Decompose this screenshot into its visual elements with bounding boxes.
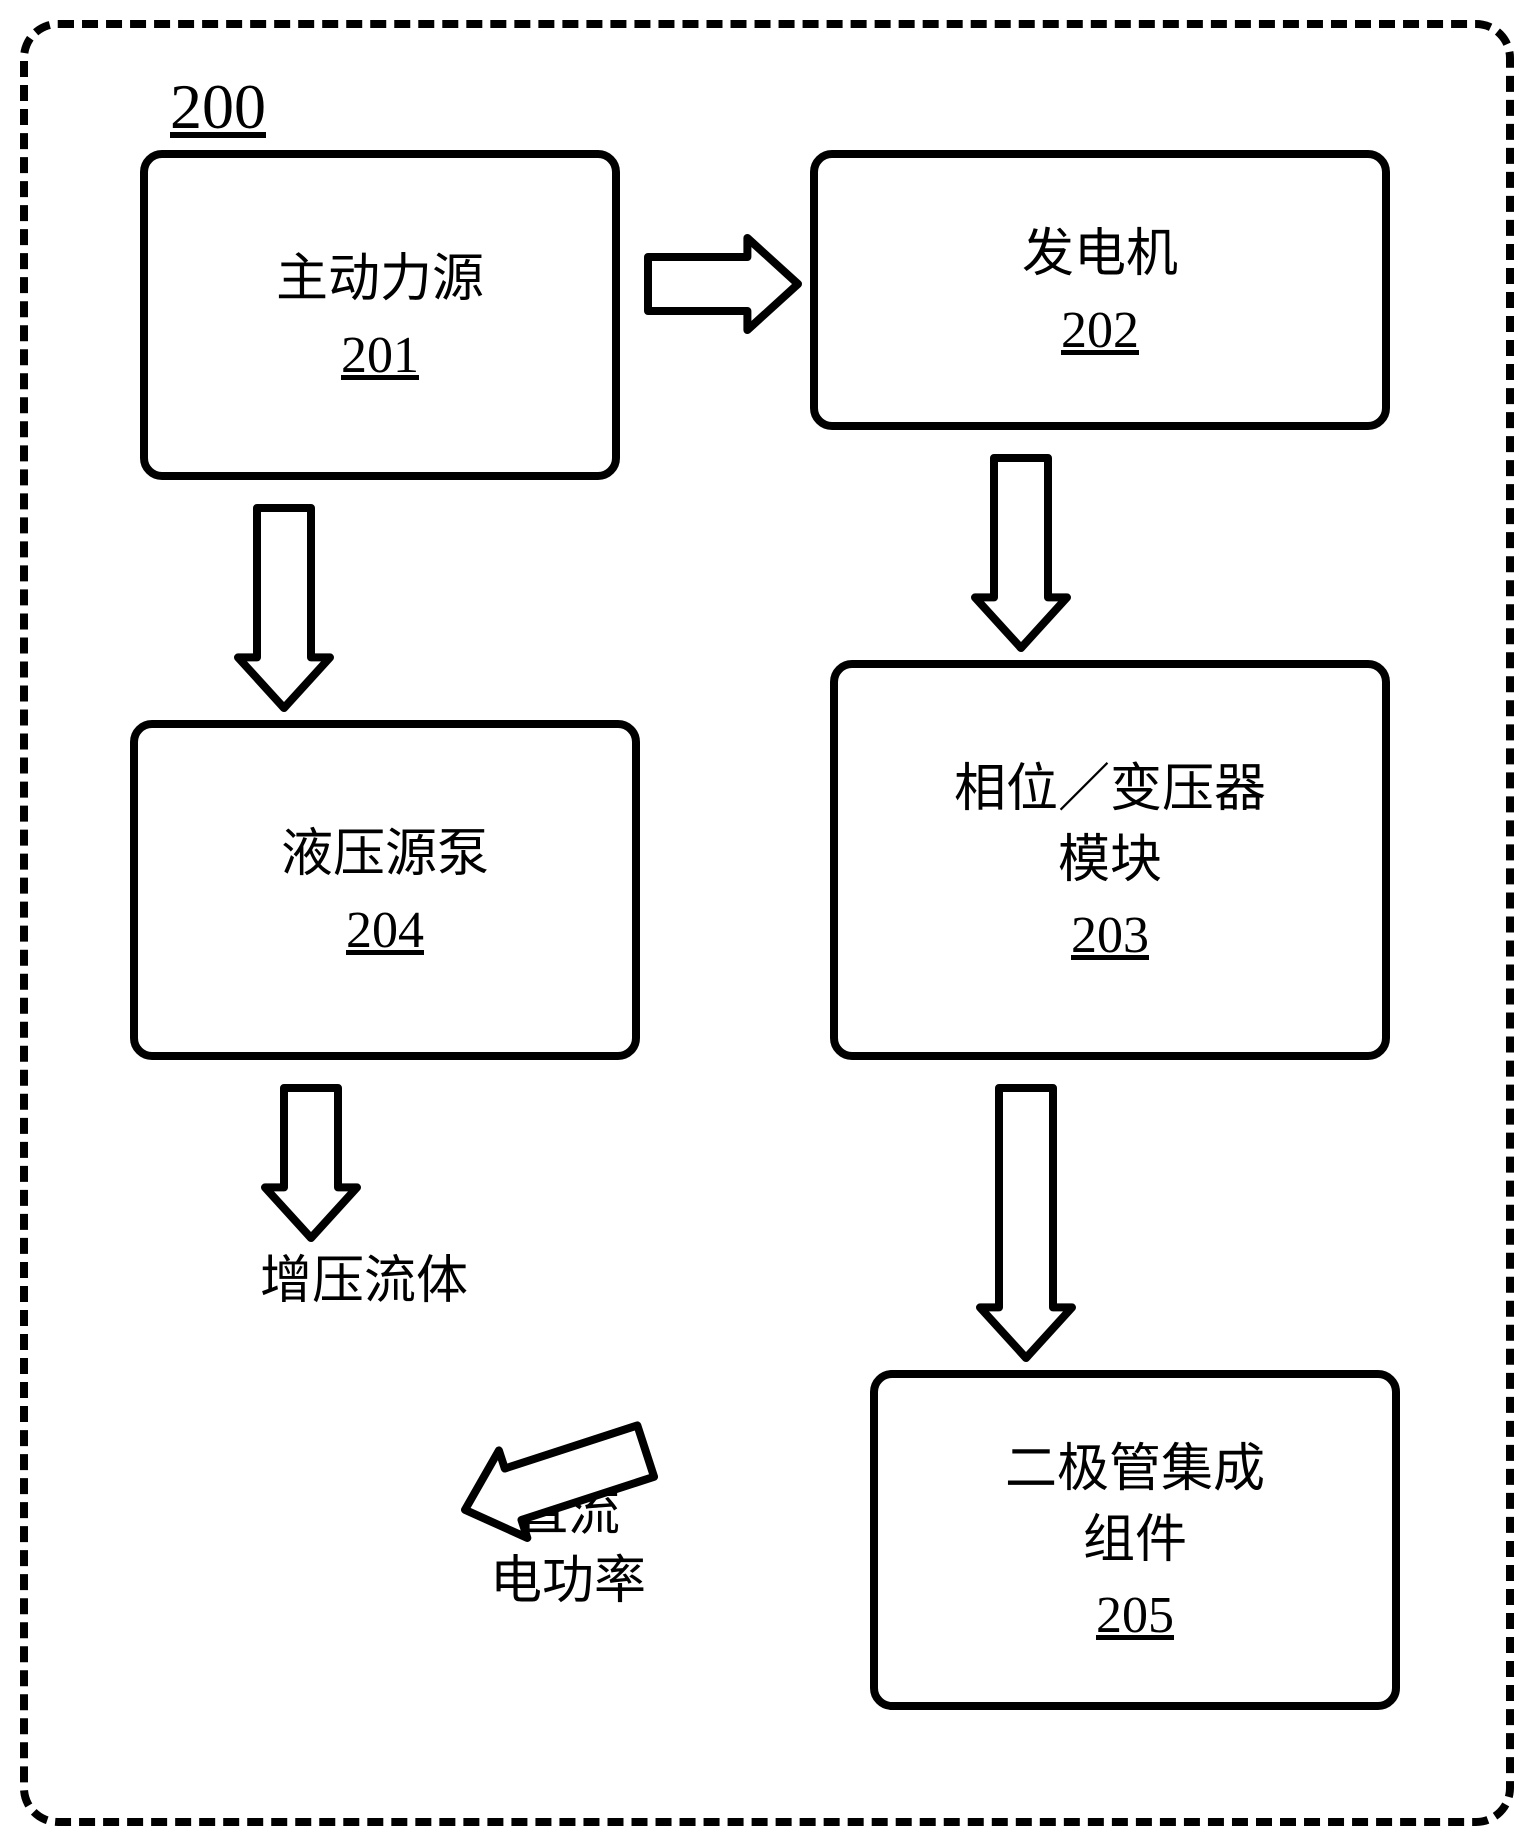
node-203-phase-transformer-module: 相位／变压器模块 203 xyxy=(830,660,1390,1060)
node-201-label: 主动力源 xyxy=(276,245,484,315)
node-202-generator: 发电机 202 xyxy=(810,150,1390,430)
arrow-e203-205 xyxy=(972,1080,1080,1366)
node-202-number: 202 xyxy=(1061,301,1139,360)
node-204-hydraulic-pump: 液压源泵 204 xyxy=(130,720,640,1060)
node-205-diode-integrated-assembly: 二极管集成组件 205 xyxy=(870,1370,1400,1710)
arrow-e204-out xyxy=(257,1080,365,1246)
node-204-number: 204 xyxy=(346,901,424,960)
system-number: 200 xyxy=(170,70,266,144)
node-203-label: 相位／变压器模块 xyxy=(954,755,1266,895)
node-203-number: 203 xyxy=(1071,906,1149,965)
arrow-e201-202 xyxy=(640,230,806,338)
diagram-canvas: 200 主动力源 201 发电机 202 液压源泵 204 相位／变压器模块 2… xyxy=(0,0,1534,1846)
node-201-number: 201 xyxy=(341,326,419,385)
node-204-label: 液压源泵 xyxy=(281,820,489,890)
node-205-number: 205 xyxy=(1096,1586,1174,1645)
node-201-main-power-source: 主动力源 201 xyxy=(140,150,620,480)
arrow-e202-203 xyxy=(967,450,1075,656)
arrow-e201-204 xyxy=(230,500,338,716)
node-202-label: 发电机 xyxy=(1022,220,1178,290)
label-pressurized-fluid: 增压流体 xyxy=(260,1248,468,1316)
node-205-label: 二极管集成组件 xyxy=(1005,1435,1265,1575)
